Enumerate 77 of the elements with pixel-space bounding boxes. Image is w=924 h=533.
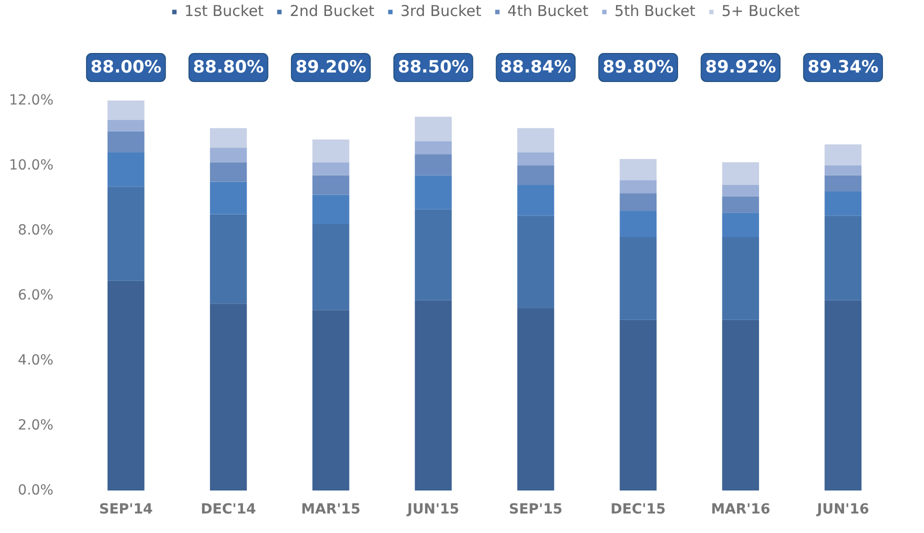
bar: [210, 182, 247, 214]
bar: [108, 280, 144, 490]
x-tick-label: SEP'15: [508, 502, 563, 518]
bar: [210, 148, 247, 162]
x-tick-label: JUN'16: [816, 502, 870, 518]
y-tick-label: 4.0%: [18, 352, 54, 368]
bar: [210, 214, 247, 304]
bar: [824, 175, 862, 192]
bar: [620, 320, 657, 490]
bar: [517, 152, 554, 166]
bar: [108, 131, 144, 152]
bar: [824, 300, 862, 490]
text: 89.20%: [295, 57, 366, 78]
bar: [312, 175, 350, 195]
bar: [414, 300, 452, 490]
legend-label: 5+ Bucket: [721, 2, 800, 20]
text: 88.84%: [500, 57, 572, 78]
bar: [620, 211, 657, 237]
bar: [414, 175, 452, 210]
bar: [824, 216, 862, 300]
bar: [517, 185, 554, 216]
y-tick-label: 2.0%: [18, 418, 54, 434]
y-tick-label: 8.0%: [18, 222, 54, 238]
text: 89.80%: [602, 57, 674, 78]
legend-label: 5th Bucket: [614, 2, 696, 20]
bar: [312, 194, 350, 224]
legend-label: 3rd Bucket: [400, 2, 482, 20]
text: 89.92%: [705, 57, 776, 78]
bar: [620, 180, 657, 194]
bar: [722, 196, 760, 213]
x-tick-label: DEC'15: [610, 502, 666, 518]
legend-label: 1st Bucket: [184, 2, 264, 20]
bar: [620, 193, 657, 211]
bar: [108, 186, 144, 281]
bar: [414, 154, 452, 176]
x-tick-label: MAR'16: [710, 502, 770, 518]
bar: [108, 120, 144, 132]
bar: [210, 128, 247, 148]
bar: [517, 308, 554, 490]
bar: [414, 116, 452, 142]
bar: [620, 237, 657, 320]
x-tick-label: DEC'14: [200, 502, 256, 518]
x-tick-label: MAR'15: [301, 502, 361, 518]
bar: [108, 152, 144, 187]
bar: [824, 166, 862, 176]
y-tick-label: 12.0%: [9, 92, 54, 108]
bar: [824, 192, 862, 216]
x-tick-label: JUN'15: [406, 502, 460, 518]
bar: [517, 166, 554, 185]
bar: [312, 162, 350, 176]
text: 88.80%: [193, 57, 264, 78]
x-tick-label: SEP'14: [99, 502, 154, 518]
bar: [414, 209, 452, 300]
y-tick-label: 6.0%: [18, 288, 54, 304]
y-tick-label: 0.0%: [18, 482, 54, 498]
text: 88.50%: [398, 57, 469, 78]
bar: [722, 162, 760, 185]
bar: [517, 128, 554, 152]
bar: [210, 162, 247, 182]
bar: [722, 212, 760, 237]
legend-label: 4th Bucket: [507, 2, 588, 20]
bar: [414, 141, 452, 154]
bar: [722, 320, 760, 490]
bar: [312, 140, 350, 162]
text: 89.34%: [808, 57, 878, 78]
bar: [722, 185, 760, 196]
text: 88.00%: [90, 57, 162, 78]
bar: [312, 224, 350, 310]
bar: [517, 216, 554, 308]
bar: [108, 100, 144, 120]
legend-label: 2nd Bucket: [290, 2, 374, 20]
y-tick-label: 10.0%: [9, 158, 54, 174]
bar: [824, 144, 862, 166]
bar: [312, 310, 350, 490]
bar: [210, 304, 247, 490]
bar: [722, 237, 760, 320]
bar: [620, 159, 657, 180]
